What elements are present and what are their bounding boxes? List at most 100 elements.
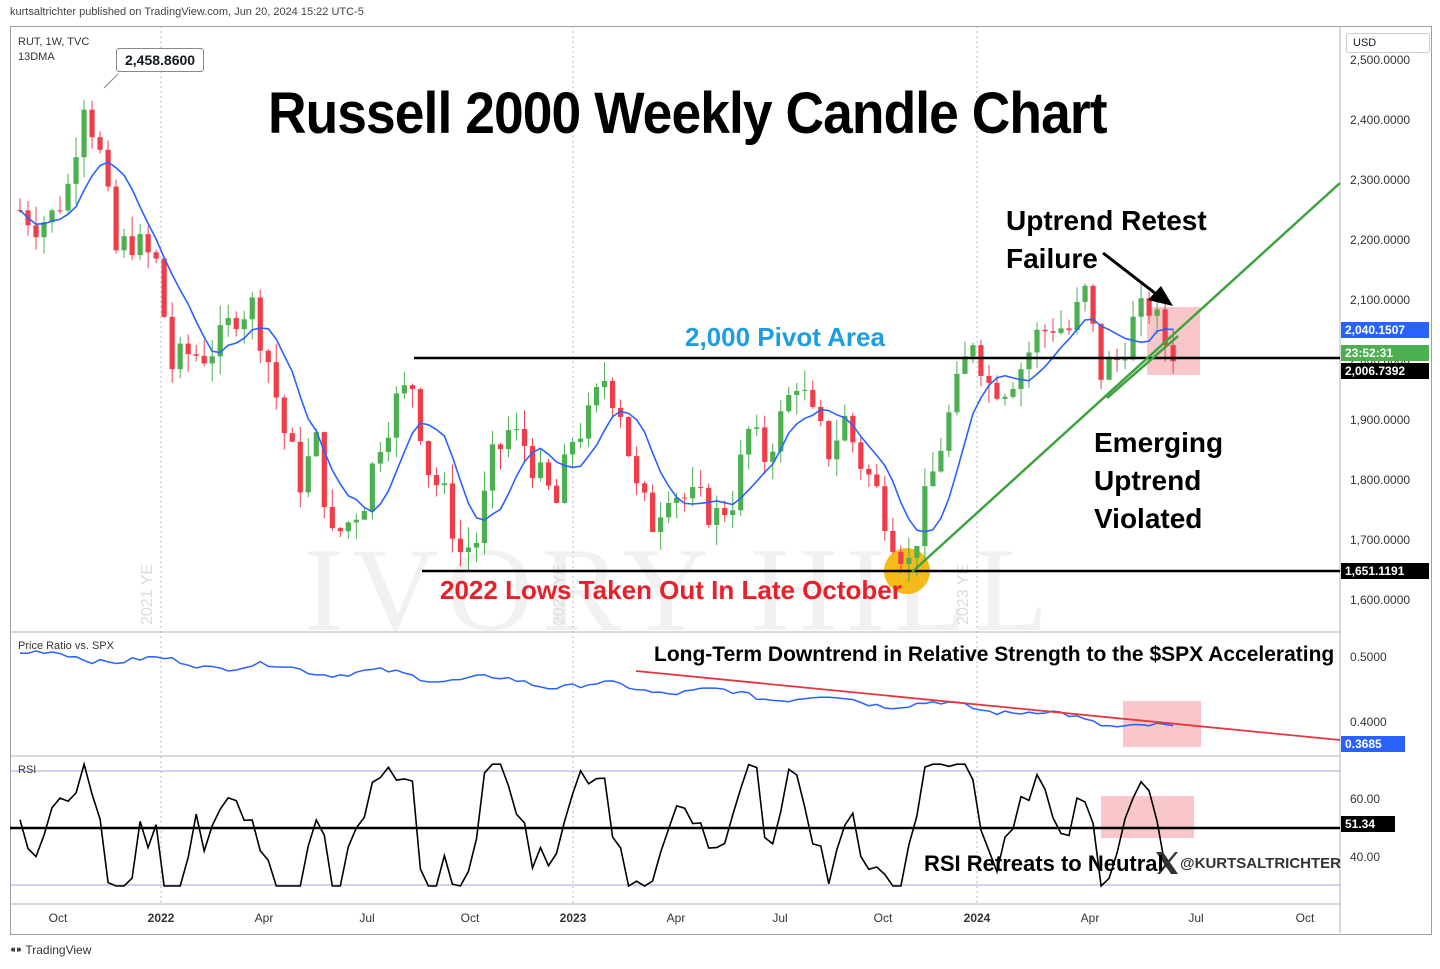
candle-body — [666, 502, 672, 518]
candle-body — [273, 362, 279, 398]
candle-body — [1122, 359, 1128, 361]
candle-body — [121, 236, 127, 251]
candle-body — [553, 485, 560, 504]
candle-body — [521, 428, 528, 447]
candle-body — [369, 463, 375, 512]
candle-body — [1098, 323, 1104, 380]
candle-body — [305, 456, 311, 493]
candle-body — [874, 474, 880, 487]
candle-body — [674, 497, 680, 503]
time-tick-label: 2024 — [964, 911, 991, 925]
candle-body — [337, 528, 343, 532]
retest-arrow-head — [1148, 286, 1173, 306]
candle-body — [706, 487, 712, 525]
candle-body — [465, 547, 472, 553]
candle-body — [417, 389, 423, 442]
candle-body — [409, 385, 415, 390]
chart-frame — [10, 26, 1432, 935]
price-tick-label: 2,500.0000 — [1350, 53, 1410, 67]
candle-body — [249, 297, 255, 320]
candle-body — [738, 454, 744, 511]
candle-body — [49, 210, 55, 223]
candle-body — [313, 432, 319, 457]
lows-annotation: 2022 Lows Taken Out In Late October — [440, 575, 902, 605]
relative-strength-annotation: Long-Term Downtrend in Relative Strength… — [654, 643, 1335, 666]
candle-body — [802, 389, 808, 391]
candle-body — [1090, 285, 1096, 324]
candle-body — [441, 483, 448, 486]
ratio-price-tag: 0.3685 — [1341, 736, 1405, 752]
price-tick-label: 2,300.0000 — [1350, 173, 1410, 187]
candle-body — [377, 452, 383, 464]
high-callout: 2,458.8600 — [116, 48, 205, 72]
last-price-tag: 2,006.7392 — [1341, 363, 1429, 379]
time-tick-label: Jul — [1188, 911, 1203, 925]
low-price-tag: 1,651.1191 — [1341, 563, 1429, 579]
footer-label: TradingView — [25, 943, 92, 957]
candle-body — [1082, 285, 1088, 302]
candle-body — [505, 430, 512, 450]
candle-body — [682, 497, 688, 499]
candle-body — [241, 319, 247, 330]
candle-body — [513, 428, 520, 431]
candle-body — [113, 186, 119, 251]
candle-body — [810, 389, 816, 407]
candle-series — [17, 100, 1176, 583]
candle-body — [890, 530, 896, 552]
candle-body — [297, 441, 303, 493]
candle-body — [609, 380, 616, 408]
time-tick-label: 2022 — [148, 911, 175, 925]
candle-body — [281, 397, 287, 434]
candle-body — [265, 350, 271, 363]
candle-body — [1010, 388, 1016, 397]
candle-body — [561, 454, 568, 504]
currency-button[interactable]: USD — [1346, 33, 1430, 53]
x-logo-icon — [1156, 852, 1178, 874]
candle-body — [858, 442, 864, 469]
candle-body — [617, 407, 624, 417]
candle-body — [353, 519, 359, 523]
candle-body — [1002, 396, 1008, 399]
ratio-line — [20, 650, 1174, 728]
rsi-pane-label: RSI — [18, 764, 37, 776]
candle-body — [185, 343, 191, 355]
candle-body — [161, 258, 167, 317]
candle-body — [97, 137, 103, 150]
candle-body — [201, 355, 207, 364]
ratio-downtrend-line — [635, 670, 1341, 741]
candle-body — [882, 486, 888, 531]
candle-body — [642, 483, 648, 493]
candle-body — [994, 382, 1000, 399]
candle-body — [1154, 309, 1160, 316]
emerging-annotation-3: Violated — [1094, 503, 1203, 534]
time-tick-label: Oct — [1296, 911, 1315, 925]
candle-body — [65, 183, 71, 211]
candle-body — [754, 427, 760, 429]
candle-body — [137, 234, 143, 256]
price-axis[interactable]: 2,500.0000 2,400.0000 2,300.0000 2,200.0000… — [1350, 53, 1410, 864]
candle-body — [257, 297, 263, 351]
candle-body — [866, 468, 872, 475]
candle-body — [457, 538, 464, 553]
candle-body — [1066, 328, 1072, 331]
candle-body — [393, 393, 399, 438]
ratio-tick-label: 0.5000 — [1350, 650, 1387, 664]
time-tick-label: Oct — [461, 911, 480, 925]
candle-body — [970, 345, 976, 357]
candle-body — [650, 492, 656, 532]
candle-body — [722, 507, 728, 516]
candle-body — [73, 157, 79, 184]
candle-body — [33, 225, 39, 238]
candle-body — [730, 510, 736, 516]
candle-body — [1146, 298, 1152, 316]
emerging-annotation-1: Emerging — [1094, 427, 1224, 458]
candle-body — [834, 440, 840, 460]
candle-body — [449, 483, 456, 539]
time-axis[interactable]: Oct 2022 Apr Jul Oct 2023 Apr Jul Oct 2024 Apr Jul O… — [49, 911, 1315, 925]
candle-body — [217, 325, 223, 357]
candle-body — [289, 433, 295, 442]
candle-body — [81, 109, 87, 158]
candle-body — [626, 416, 632, 457]
candle-body — [145, 234, 151, 253]
